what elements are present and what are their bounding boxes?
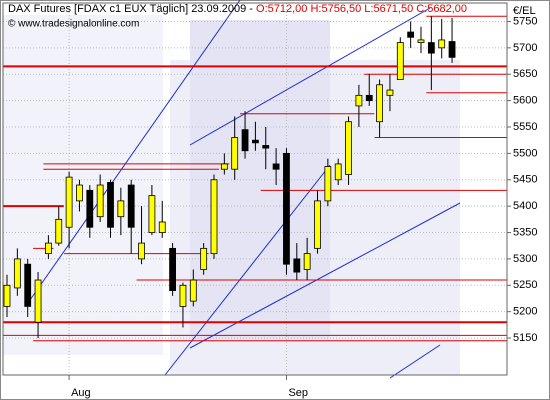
y-tick-label: 5250: [513, 279, 537, 291]
candle-body: [303, 253, 311, 270]
trend-line: [29, 0, 241, 301]
y-tick-label: 5400: [513, 200, 537, 212]
candle-body: [13, 258, 21, 289]
y-tick-label: 5700: [513, 42, 537, 54]
header-text: DAX Futures [FDAX c1 EUX Täglich] 23.09.…: [8, 3, 253, 15]
candle-body: [179, 284, 187, 307]
y-tick-label: 5150: [513, 332, 537, 344]
candle-body: [107, 182, 114, 228]
candle-body: [241, 129, 249, 152]
y-tick-label: 5500: [513, 147, 537, 159]
candle-body: [407, 31, 415, 38]
candle-body: [324, 166, 332, 202]
candle-body: [231, 137, 239, 170]
candle-body: [262, 145, 270, 149]
candle-body: [200, 247, 208, 270]
candle-body: [314, 200, 321, 249]
trend-lines: [29, 0, 461, 379]
candle-body: [24, 263, 32, 307]
candle-body: [283, 152, 290, 265]
candle-body: [427, 42, 435, 54]
candle-body: [148, 195, 156, 233]
chart-header: DAX Futures [FDAX c1 EUX Täglich] 23.09.…: [8, 3, 467, 15]
plot-border: [2, 2, 508, 376]
candle-body: [3, 284, 11, 307]
candle-body: [96, 184, 104, 218]
y-tick-label: 5650: [513, 68, 537, 80]
candle-body: [138, 242, 145, 260]
candle-body: [117, 200, 125, 218]
candle-body: [345, 121, 352, 175]
candle-body: [376, 84, 384, 123]
y-axis-label: €/EL: [513, 5, 536, 17]
y-tick-label: 5200: [513, 306, 537, 318]
y-tick-label: 5450: [513, 174, 537, 186]
header-values: O:5712,00 H:5756,50 L:5671,50 C:5682,00: [256, 3, 467, 15]
candle-body: [334, 163, 342, 181]
candle-body: [355, 94, 363, 107]
candle-body: [34, 279, 42, 323]
candle-body: [169, 247, 177, 291]
trend-line: [189, 7, 431, 146]
candle-body: [386, 89, 394, 96]
candle-body: [220, 163, 228, 170]
y-tick-label: 5600: [513, 95, 537, 107]
candle-body: [55, 218, 63, 244]
y-tick-label: 5750: [513, 15, 537, 27]
candle-body: [86, 189, 94, 228]
y-tick-label: 5300: [513, 253, 537, 265]
watermark: © www.tradesignalonline.com: [8, 19, 139, 30]
candle-body: [45, 242, 52, 255]
candle-body: [293, 258, 301, 273]
candle-body: [189, 279, 197, 302]
candle-body: [448, 41, 456, 58]
x-tick-label: Aug: [71, 387, 91, 399]
candle-body: [272, 163, 280, 170]
candle-body: [417, 39, 425, 43]
y-tick-label: 5350: [513, 226, 537, 238]
candle-body: [65, 176, 73, 228]
candle-body: [76, 184, 83, 202]
trend-line: [164, 164, 331, 376]
trend-line: [189, 202, 461, 349]
candle-body: [396, 42, 404, 80]
candle-body: [365, 94, 373, 102]
x-tick-label: Sep: [288, 387, 308, 399]
candle-body: [251, 139, 259, 144]
candle-body: [438, 39, 446, 49]
y-tick-label: 5550: [513, 121, 537, 133]
candle-body: [210, 179, 218, 255]
trend-line: [389, 344, 441, 379]
candle-body: [158, 221, 166, 233]
candle-body: [127, 184, 135, 228]
